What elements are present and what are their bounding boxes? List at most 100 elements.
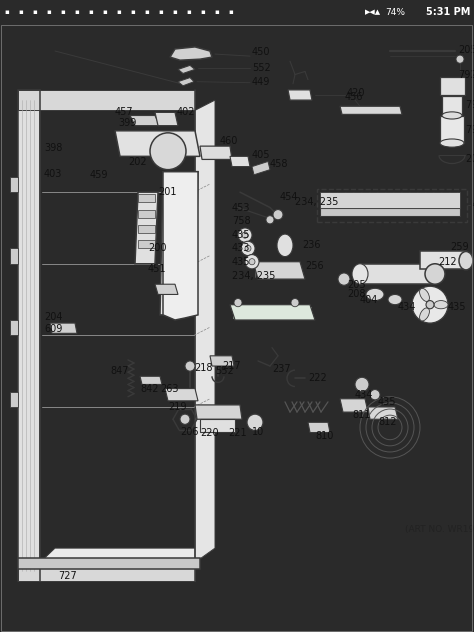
- Text: ▪: ▪: [4, 9, 9, 15]
- Text: 205: 205: [347, 280, 365, 290]
- Polygon shape: [340, 399, 368, 412]
- Ellipse shape: [459, 252, 473, 270]
- Polygon shape: [442, 96, 462, 116]
- Text: 453: 453: [232, 202, 250, 212]
- Text: ▪: ▪: [214, 9, 219, 15]
- Text: 791: 791: [465, 100, 474, 110]
- Text: 218: 218: [194, 363, 212, 373]
- Text: ▪: ▪: [130, 9, 135, 15]
- Polygon shape: [288, 90, 312, 100]
- Polygon shape: [210, 356, 234, 366]
- Ellipse shape: [425, 264, 445, 284]
- Circle shape: [247, 414, 263, 430]
- Text: ▪: ▪: [116, 9, 121, 15]
- Circle shape: [234, 298, 242, 307]
- Polygon shape: [18, 90, 40, 581]
- Text: 456: 456: [345, 92, 364, 102]
- Ellipse shape: [366, 288, 384, 301]
- Polygon shape: [138, 194, 155, 202]
- Text: 74%: 74%: [385, 8, 405, 16]
- Text: 398: 398: [44, 143, 63, 153]
- Polygon shape: [178, 65, 195, 73]
- Polygon shape: [200, 419, 235, 432]
- Text: ▪: ▪: [60, 9, 65, 15]
- Text: 234, 235: 234, 235: [232, 271, 275, 281]
- Text: 454: 454: [280, 192, 299, 202]
- Polygon shape: [18, 558, 200, 569]
- Polygon shape: [140, 376, 162, 384]
- Ellipse shape: [352, 264, 368, 284]
- Text: 402: 402: [177, 107, 195, 118]
- Polygon shape: [50, 323, 77, 333]
- Text: ▪: ▪: [172, 9, 177, 15]
- Text: 204: 204: [44, 312, 63, 322]
- Circle shape: [249, 258, 255, 265]
- Text: ▪: ▪: [32, 9, 37, 15]
- Text: 552: 552: [252, 63, 271, 73]
- Text: 399: 399: [118, 118, 137, 128]
- Text: 451: 451: [148, 264, 166, 274]
- Ellipse shape: [442, 112, 462, 119]
- Text: 812: 812: [378, 417, 396, 427]
- Text: 208: 208: [347, 289, 365, 300]
- Polygon shape: [368, 407, 398, 419]
- Text: 256: 256: [305, 261, 324, 270]
- Text: 609: 609: [44, 324, 63, 334]
- Text: 810: 810: [315, 430, 333, 441]
- Text: 10: 10: [252, 427, 264, 437]
- Text: ▪: ▪: [158, 9, 163, 15]
- Polygon shape: [10, 248, 18, 264]
- Text: 435: 435: [448, 301, 466, 312]
- Text: ▪: ▪: [228, 9, 233, 15]
- Text: ▪: ▪: [144, 9, 149, 15]
- Polygon shape: [178, 78, 194, 86]
- Polygon shape: [360, 264, 435, 284]
- Circle shape: [273, 210, 283, 220]
- Circle shape: [245, 255, 259, 269]
- Circle shape: [370, 389, 380, 400]
- Circle shape: [241, 241, 255, 255]
- Text: 790: 790: [465, 125, 474, 135]
- Text: 236: 236: [302, 240, 320, 250]
- Text: ▪: ▪: [18, 9, 23, 15]
- Ellipse shape: [440, 139, 464, 147]
- Polygon shape: [155, 112, 178, 126]
- Polygon shape: [440, 76, 465, 95]
- Polygon shape: [115, 131, 200, 156]
- Text: 403: 403: [44, 169, 63, 179]
- Polygon shape: [230, 156, 250, 167]
- Text: ▪: ▪: [46, 9, 51, 15]
- Text: 205: 205: [458, 45, 474, 55]
- Polygon shape: [138, 240, 155, 248]
- Text: 459: 459: [90, 170, 109, 179]
- Text: 435: 435: [232, 230, 250, 240]
- Polygon shape: [340, 106, 402, 114]
- Polygon shape: [195, 100, 215, 562]
- Polygon shape: [163, 172, 198, 320]
- Text: ▶◀▲: ▶◀▲: [365, 9, 381, 15]
- Polygon shape: [440, 116, 464, 143]
- Text: 5:31 PM: 5:31 PM: [426, 7, 470, 17]
- Polygon shape: [10, 320, 18, 336]
- Polygon shape: [130, 116, 160, 126]
- Circle shape: [355, 377, 369, 392]
- Polygon shape: [138, 225, 155, 233]
- Circle shape: [456, 55, 464, 63]
- Polygon shape: [252, 161, 270, 175]
- Text: 435: 435: [378, 397, 396, 407]
- Text: 434: 434: [355, 390, 374, 399]
- Text: 219: 219: [168, 402, 186, 412]
- Text: 552: 552: [215, 366, 234, 376]
- Text: ▪: ▪: [200, 9, 205, 15]
- Circle shape: [242, 232, 248, 238]
- Circle shape: [185, 361, 195, 371]
- Text: 203: 203: [465, 154, 474, 164]
- Text: 758: 758: [232, 216, 251, 226]
- Polygon shape: [10, 392, 18, 407]
- Circle shape: [412, 286, 448, 323]
- Text: 847: 847: [110, 366, 128, 376]
- Circle shape: [291, 298, 299, 307]
- Polygon shape: [200, 146, 232, 159]
- Polygon shape: [18, 90, 195, 111]
- Polygon shape: [138, 210, 155, 218]
